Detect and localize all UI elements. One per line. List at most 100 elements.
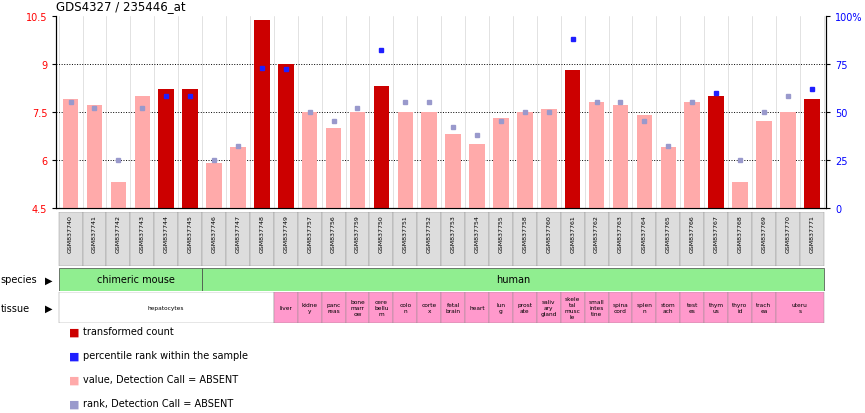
Bar: [445, 135, 461, 209]
Bar: [398, 113, 413, 209]
Bar: [345, 213, 369, 266]
Text: GSM837765: GSM837765: [666, 214, 670, 252]
Text: GSM837755: GSM837755: [498, 214, 503, 252]
Bar: [183, 90, 198, 209]
Bar: [541, 109, 556, 209]
Bar: [637, 116, 652, 209]
Bar: [345, 292, 369, 323]
Text: GSM837741: GSM837741: [92, 214, 97, 252]
Bar: [394, 292, 417, 323]
Bar: [322, 213, 345, 266]
Text: colo
n: colo n: [400, 302, 412, 313]
Text: GSM837769: GSM837769: [761, 214, 766, 252]
Bar: [369, 213, 394, 266]
Bar: [59, 268, 202, 291]
Bar: [708, 97, 724, 209]
Bar: [254, 21, 270, 209]
Text: GSM837758: GSM837758: [522, 214, 528, 252]
Bar: [537, 292, 561, 323]
Text: GSM837762: GSM837762: [594, 214, 599, 252]
Bar: [704, 213, 728, 266]
Bar: [704, 292, 728, 323]
Bar: [513, 292, 537, 323]
Text: fetal
brain: fetal brain: [445, 302, 460, 313]
Text: GSM837742: GSM837742: [116, 214, 121, 252]
Bar: [776, 213, 800, 266]
Text: GSM837749: GSM837749: [283, 214, 288, 252]
Bar: [86, 106, 102, 209]
Bar: [804, 100, 819, 209]
Text: splen
n: splen n: [637, 302, 652, 313]
Text: GSM837757: GSM837757: [307, 214, 312, 252]
Text: stom
ach: stom ach: [661, 302, 676, 313]
Bar: [59, 213, 82, 266]
Text: GSM837760: GSM837760: [546, 214, 551, 252]
Text: GDS4327 / 235446_at: GDS4327 / 235446_at: [56, 0, 186, 14]
Text: GSM837747: GSM837747: [235, 214, 240, 252]
Bar: [374, 87, 389, 209]
Bar: [752, 213, 776, 266]
Text: GSM837748: GSM837748: [260, 214, 265, 252]
Bar: [589, 103, 605, 209]
Bar: [585, 213, 608, 266]
Text: cere
bellu
m: cere bellu m: [375, 299, 388, 316]
Text: GSM837746: GSM837746: [212, 214, 216, 252]
Bar: [776, 292, 823, 323]
Text: bone
marr
ow: bone marr ow: [350, 299, 365, 316]
Bar: [608, 213, 632, 266]
Bar: [493, 119, 509, 209]
Bar: [728, 213, 752, 266]
Text: kidne
y: kidne y: [302, 302, 317, 313]
Text: human: human: [496, 275, 530, 285]
Text: ■: ■: [69, 351, 80, 361]
Bar: [202, 268, 823, 291]
Text: ■: ■: [69, 375, 80, 385]
Bar: [158, 90, 174, 209]
Bar: [465, 292, 489, 323]
Bar: [202, 213, 226, 266]
Text: GSM837768: GSM837768: [738, 214, 742, 252]
Bar: [298, 292, 322, 323]
Text: percentile rank within the sample: percentile rank within the sample: [83, 351, 248, 361]
Text: trach
ea: trach ea: [756, 302, 772, 313]
Bar: [441, 213, 465, 266]
Bar: [274, 292, 298, 323]
Bar: [680, 213, 704, 266]
Bar: [417, 292, 441, 323]
Bar: [106, 213, 131, 266]
Bar: [302, 113, 317, 209]
Bar: [206, 164, 221, 209]
Bar: [517, 113, 533, 209]
Bar: [657, 292, 680, 323]
Text: GSM837763: GSM837763: [618, 214, 623, 252]
Text: uteru
s: uteru s: [791, 302, 808, 313]
Bar: [728, 292, 752, 323]
Text: small
intes
tine: small intes tine: [589, 299, 605, 316]
Bar: [469, 145, 484, 209]
Text: chimeric mouse: chimeric mouse: [98, 275, 176, 285]
Bar: [756, 122, 772, 209]
Text: GSM837761: GSM837761: [570, 214, 575, 252]
Text: GSM837754: GSM837754: [475, 214, 479, 252]
Bar: [632, 292, 657, 323]
Bar: [82, 213, 106, 266]
Bar: [298, 213, 322, 266]
Bar: [326, 128, 342, 209]
Bar: [661, 148, 676, 209]
Text: value, Detection Call = ABSENT: value, Detection Call = ABSENT: [83, 375, 238, 385]
Text: skele
tal
musc
le: skele tal musc le: [565, 297, 580, 319]
Text: hepatocytes: hepatocytes: [148, 305, 184, 311]
Bar: [585, 292, 608, 323]
Bar: [612, 106, 628, 209]
Bar: [752, 292, 776, 323]
Bar: [349, 113, 365, 209]
Bar: [680, 292, 704, 323]
Text: GSM837767: GSM837767: [714, 214, 719, 252]
Bar: [278, 64, 293, 209]
Text: heart: heart: [469, 305, 484, 311]
Bar: [657, 213, 680, 266]
Bar: [421, 113, 437, 209]
Text: species: species: [1, 275, 37, 285]
Text: GSM837744: GSM837744: [163, 214, 169, 252]
Bar: [608, 292, 632, 323]
